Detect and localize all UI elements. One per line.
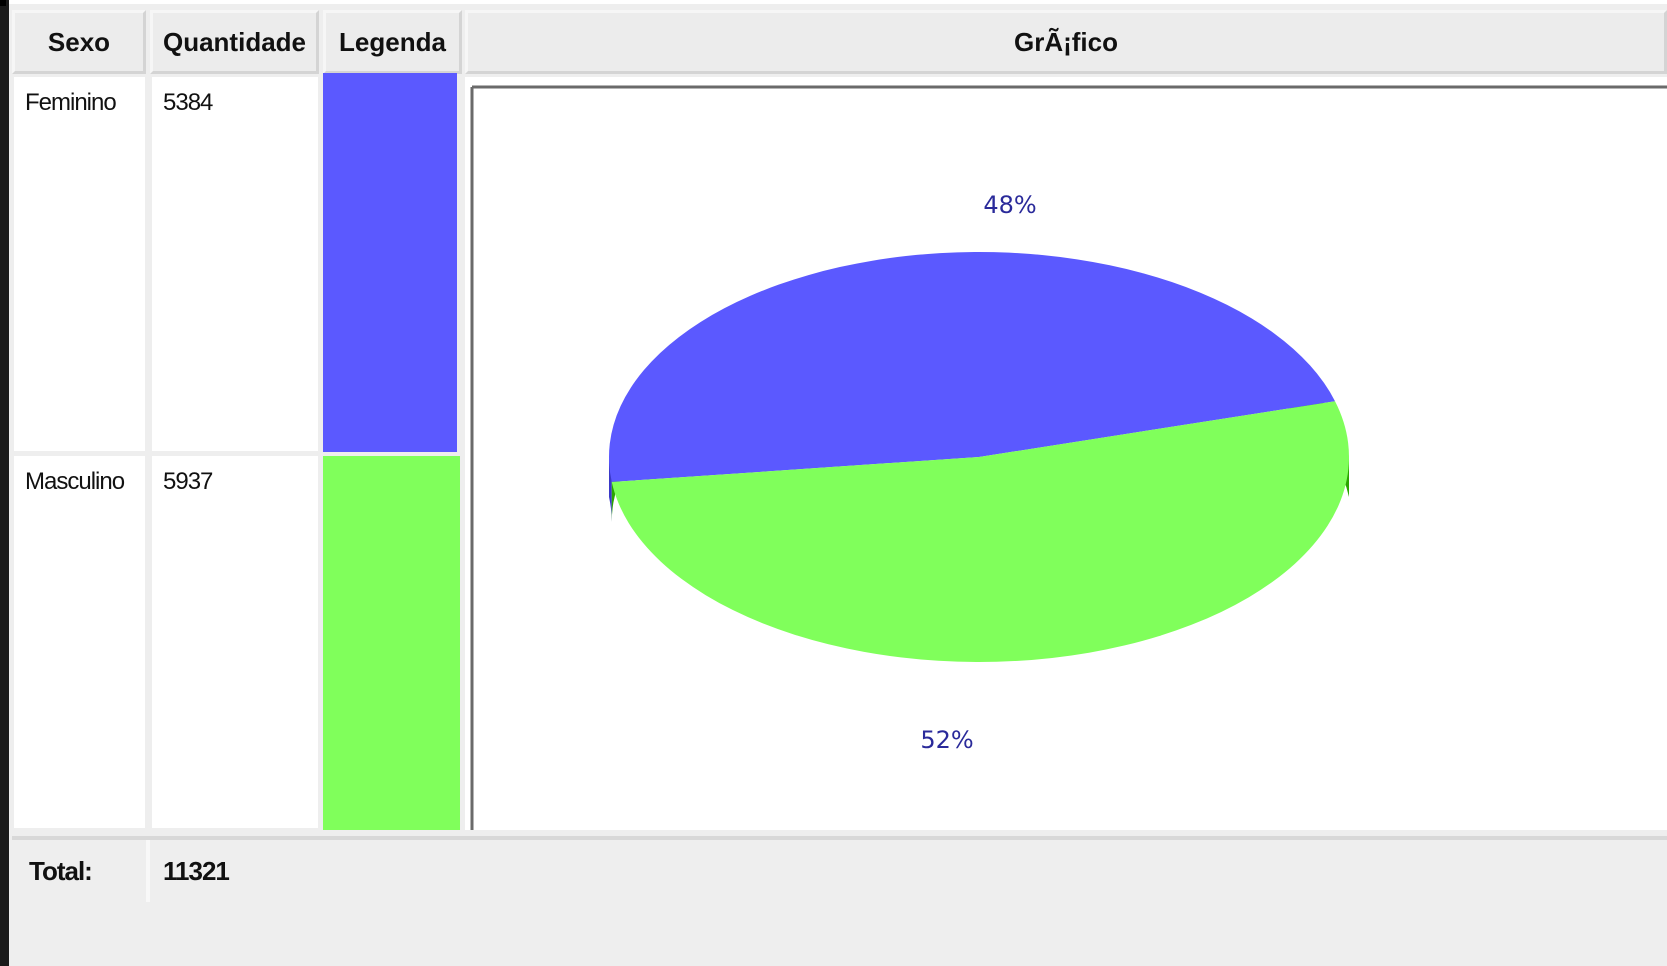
header-legenda: Legenda [323, 10, 462, 74]
total-value: 11321 [152, 842, 452, 902]
header-sexo: Sexo [12, 10, 146, 74]
total-divider [146, 840, 150, 902]
row-feminino-quantidade: 5384 [152, 77, 318, 451]
pie-label-masculino: 52% [920, 726, 973, 754]
pie-slice-masculino [611, 401, 1349, 662]
header-quantidade: Quantidade [150, 10, 319, 74]
row-feminino-sexo: Feminino [14, 77, 145, 451]
report-table: Sexo Quantidade Legenda GrÃ¡fico Feminin… [9, 4, 1667, 966]
window-edge [0, 0, 9, 966]
header-grafico: GrÃ¡fico [465, 10, 1667, 74]
pie-chart: 48% 52% [470, 85, 1667, 830]
total-label: Total: [14, 842, 145, 902]
window-edge-corner [0, 0, 6, 6]
row-masculino-sexo: Masculino [14, 456, 145, 828]
pie-slice-feminino [609, 251, 1336, 482]
legend-swatch-feminino [323, 73, 457, 452]
row-masculino-quantidade: 5937 [152, 456, 318, 828]
legend-swatch-masculino [323, 456, 460, 830]
pie-chart-panel: 48% 52% [465, 77, 1667, 830]
pie-label-feminino: 48% [983, 191, 1036, 219]
